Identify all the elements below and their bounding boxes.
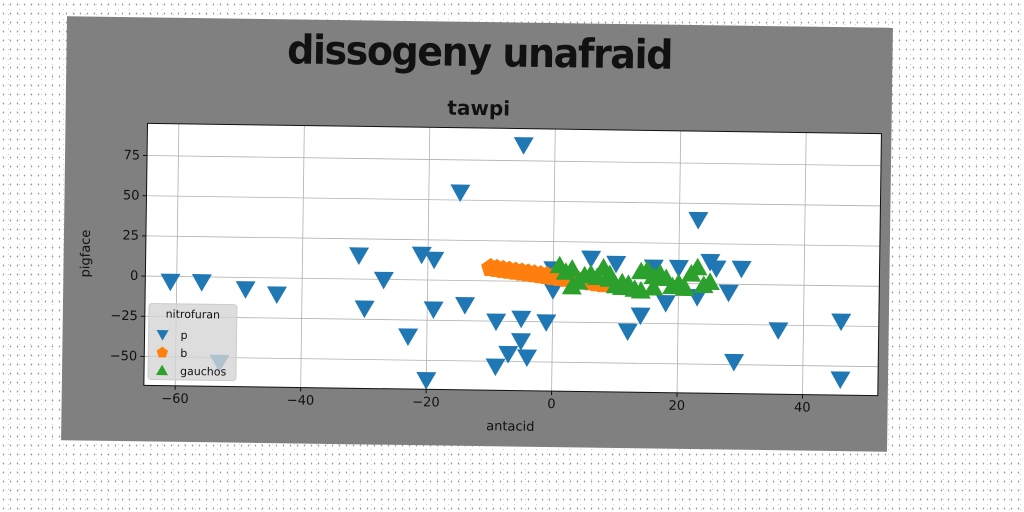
data-point-gauchos bbox=[643, 277, 664, 296]
data-point-p bbox=[349, 247, 370, 265]
data-point-p bbox=[688, 211, 709, 230]
y-tick-label: −25 bbox=[110, 309, 138, 324]
y-gridline bbox=[144, 356, 879, 368]
data-point-p bbox=[513, 137, 534, 155]
data-point-p bbox=[416, 372, 437, 390]
x-tick-label: 20 bbox=[668, 399, 685, 414]
data-point-p bbox=[606, 255, 627, 274]
x-gridline bbox=[300, 125, 305, 388]
plot-area bbox=[143, 123, 882, 396]
x-tick-label: 0 bbox=[547, 397, 555, 412]
y-gridline bbox=[145, 275, 880, 287]
data-point-p bbox=[424, 251, 445, 270]
data-point-p bbox=[731, 260, 752, 279]
data-point-gauchos bbox=[612, 272, 633, 291]
data-point-p bbox=[511, 310, 532, 329]
x-axis-label: antacid bbox=[486, 419, 534, 435]
data-point-p bbox=[511, 333, 532, 351]
legend-marker-b bbox=[156, 346, 169, 358]
data-point-p bbox=[398, 328, 419, 347]
data-point-p bbox=[266, 286, 287, 304]
data-point-p bbox=[423, 301, 444, 320]
data-point-p bbox=[486, 313, 507, 332]
data-point-p bbox=[668, 259, 689, 278]
data-point-gauchos bbox=[687, 257, 708, 276]
data-point-p bbox=[498, 345, 519, 364]
y-tick-label: 75 bbox=[123, 148, 140, 163]
plot-frame bbox=[143, 122, 882, 397]
data-point-p bbox=[517, 349, 538, 367]
data-point-p bbox=[373, 271, 394, 290]
x-gridline bbox=[802, 132, 807, 395]
legend-title: nitrofuran bbox=[166, 308, 221, 322]
legend-box bbox=[147, 302, 238, 382]
scatter-plot: −60 −40 −20 0 20 40 −50 −25 0 25 50 75 antacid pigfac… bbox=[78, 122, 882, 435]
x-tick-label: 40 bbox=[794, 400, 811, 415]
data-point-p bbox=[630, 307, 651, 326]
data-point-p bbox=[160, 273, 181, 292]
x-gridline bbox=[425, 127, 431, 390]
data-point-gauchos bbox=[561, 276, 582, 295]
data-point-p bbox=[485, 358, 506, 377]
data-point-p bbox=[831, 313, 852, 332]
y-axis-label: pigface bbox=[78, 230, 94, 278]
x-tick-label: −20 bbox=[412, 395, 440, 410]
y-tick-label: 0 bbox=[130, 269, 138, 284]
data-point-p bbox=[581, 250, 602, 269]
y-gridline bbox=[147, 155, 881, 167]
y-gridline bbox=[145, 235, 880, 247]
y-gridline bbox=[144, 315, 879, 327]
chart-figure: dissogeny unafraid tawpi −60 −40 −20 0 20 40−… bbox=[61, 16, 893, 452]
x-tick-label: −60 bbox=[161, 392, 189, 407]
data-point-p bbox=[411, 246, 432, 265]
data-point-p bbox=[191, 274, 212, 292]
y-tick-label: 25 bbox=[122, 229, 139, 244]
legend-label-p: p bbox=[180, 329, 187, 342]
series-gauchos bbox=[549, 255, 720, 299]
data-point-gauchos bbox=[562, 259, 583, 277]
y-tick-label: 50 bbox=[123, 188, 140, 203]
data-point-p bbox=[718, 284, 739, 303]
legend-marker-gauchos bbox=[155, 364, 168, 376]
data-point-p bbox=[455, 297, 476, 315]
data-point-gauchos bbox=[699, 272, 720, 290]
data-point-gauchos bbox=[599, 264, 620, 283]
legend-marker-p bbox=[156, 330, 169, 341]
data-point-p bbox=[543, 282, 564, 300]
x-tick-label: −40 bbox=[287, 393, 315, 408]
legend-label-gauchos: gauchos bbox=[180, 365, 227, 379]
data-point-p bbox=[655, 294, 676, 313]
data-point-p bbox=[706, 260, 727, 278]
data-point-p bbox=[617, 323, 638, 342]
data-point-p bbox=[536, 314, 557, 332]
y-gridline bbox=[146, 195, 881, 207]
data-point-gauchos bbox=[674, 278, 695, 297]
data-point-p bbox=[354, 300, 375, 319]
data-point-p bbox=[768, 322, 789, 340]
x-gridline bbox=[551, 129, 556, 392]
data-point-p bbox=[830, 371, 851, 390]
data-point-p bbox=[235, 281, 256, 299]
data-point-p bbox=[450, 184, 471, 203]
y-tick-label: −50 bbox=[110, 349, 138, 364]
data-point-p bbox=[724, 353, 745, 372]
legend-label-b: b bbox=[180, 347, 187, 360]
